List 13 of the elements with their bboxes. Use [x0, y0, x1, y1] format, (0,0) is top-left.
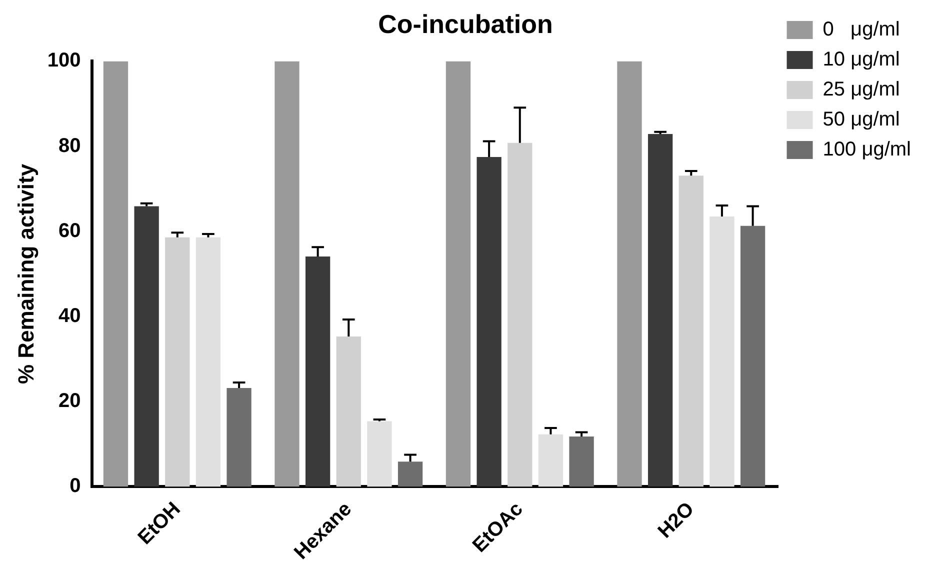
y-tick-label: 0 — [70, 475, 81, 498]
legend-label: 25 μg/ml — [822, 78, 900, 101]
y-tick-label: 80 — [58, 134, 81, 157]
y-tick-label: 60 — [58, 220, 81, 242]
y-tick-label: 20 — [58, 390, 81, 412]
chart-title: Co-incubation — [378, 8, 553, 39]
y-axis-title: % Remaining activity — [13, 163, 38, 384]
y-tick-label: 40 — [58, 305, 81, 328]
legend-label: 50 μg/ml — [822, 108, 900, 131]
legend-label: 0 μg/ml — [822, 18, 900, 41]
y-tick-label: 100 — [47, 50, 81, 72]
legend-label: 100 μg/ml — [822, 138, 911, 161]
legend-label: 10 μg/ml — [822, 48, 900, 71]
